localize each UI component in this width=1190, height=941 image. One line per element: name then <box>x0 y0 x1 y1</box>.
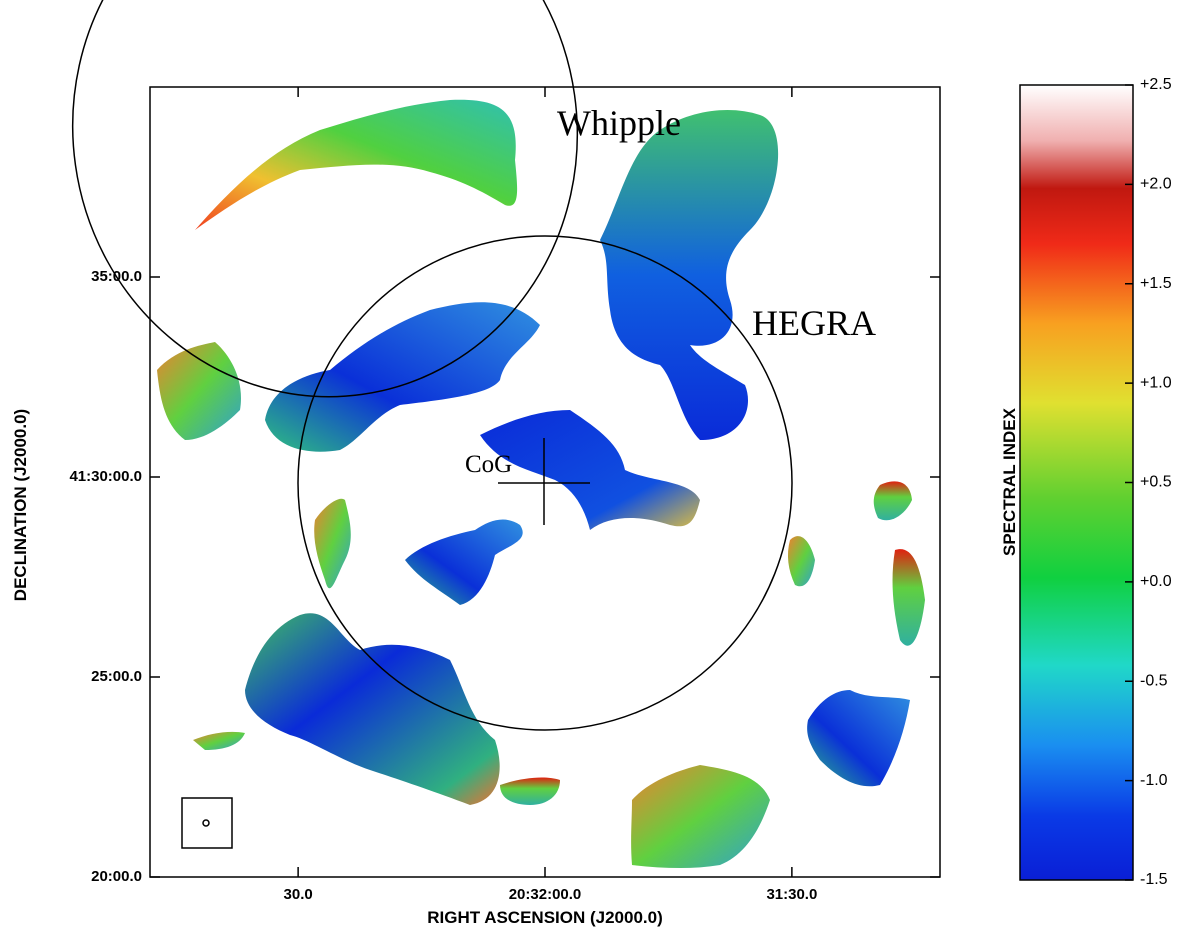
region <box>600 110 779 440</box>
x-axis-title: RIGHT ASCENSION (J2000.0) <box>427 908 663 927</box>
region <box>245 613 500 805</box>
annotation: CoG <box>465 451 512 478</box>
beam <box>202 819 210 827</box>
region <box>787 536 815 587</box>
y-tick-label: 41:30:00.0 <box>69 468 142 485</box>
emission-map <box>157 99 925 869</box>
colorbar-tick-label: +0.0 <box>1140 573 1172 590</box>
colorbar-tick-label: +1.5 <box>1140 275 1172 292</box>
region <box>157 342 241 440</box>
whipple-ellipse <box>71 0 579 398</box>
region <box>405 519 523 605</box>
colorbar-tick-label: +1.0 <box>1140 374 1172 391</box>
colorbar-title: SPECTRAL INDEX <box>1000 407 1019 556</box>
region <box>193 731 245 750</box>
region <box>873 481 912 521</box>
y-tick-label: 20:00.0 <box>91 868 142 885</box>
region <box>195 99 518 230</box>
x-tick-label: 31:30.0 <box>766 886 817 903</box>
x-tick-label: 30.0 <box>284 886 313 903</box>
x-tick-label: 20:32:00.0 <box>509 886 582 903</box>
y-axis-title: DECLINATION (J2000.0) <box>11 409 30 601</box>
region <box>631 765 770 869</box>
colorbar <box>1019 84 1134 881</box>
region <box>807 690 910 787</box>
region <box>500 777 560 805</box>
annotation: HEGRA <box>752 303 876 343</box>
region <box>314 498 351 589</box>
colorbar-tick-label: +0.5 <box>1140 474 1172 491</box>
hegra-circle <box>297 235 793 731</box>
y-tick-label: 35:00.0 <box>91 268 142 285</box>
colorbar-tick-label: +2.5 <box>1140 76 1172 93</box>
annotation: Whipple <box>557 103 681 143</box>
colorbar-tick-label: -1.5 <box>1140 871 1168 888</box>
colorbar-tick-label: +2.0 <box>1140 176 1172 193</box>
colorbar-tick-label: -1.0 <box>1140 772 1168 789</box>
beam-box <box>181 797 233 849</box>
colorbar-tick-label: -0.5 <box>1140 672 1168 689</box>
region <box>265 302 540 452</box>
region <box>892 549 925 646</box>
y-tick-label: 25:00.0 <box>91 668 142 685</box>
region <box>480 410 700 530</box>
